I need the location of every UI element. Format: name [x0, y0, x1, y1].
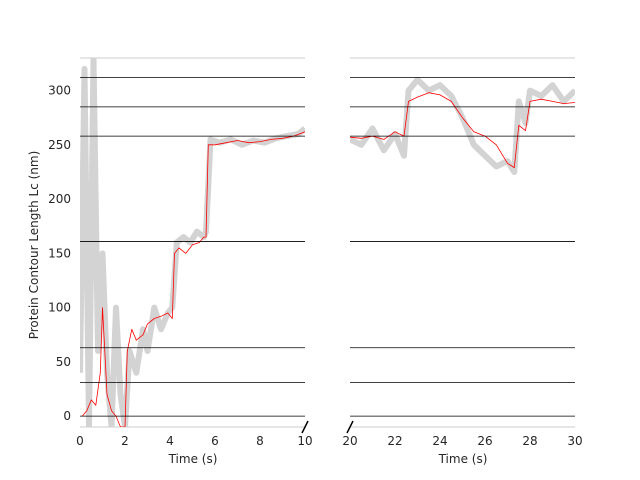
- x-tick-label: 6: [211, 434, 219, 448]
- y-tick-label: 50: [56, 355, 71, 369]
- x-tick-label: 10: [297, 434, 312, 448]
- y-tick-label: 200: [48, 192, 71, 206]
- right-panel: 20 22 24 26 28 30: [342, 57, 583, 448]
- axis-break-mark: [301, 420, 309, 434]
- plot-data: [80, 58, 305, 427]
- y-tick-label: 250: [48, 138, 71, 152]
- x-tick-label: 26: [477, 434, 492, 448]
- y-axis-label: Protein Contour Length Lc (nm): [27, 151, 41, 340]
- axis-break-marks: [301, 420, 354, 434]
- x-tick-label: 20: [342, 434, 357, 448]
- x-tick-label: 30: [567, 434, 582, 448]
- y-tick-label: 300: [48, 84, 71, 98]
- y-tick-label: 100: [48, 301, 71, 315]
- smoothed-trace: [350, 92, 575, 169]
- y-tick-label: 0: [63, 409, 71, 423]
- raw-trace: [350, 76, 575, 175]
- smoothed-trace: [81, 131, 305, 427]
- raw-trace: [80, 58, 305, 427]
- x-tick-label: 8: [256, 434, 264, 448]
- x-tick-label: 4: [166, 434, 174, 448]
- x-tick-label: 22: [387, 434, 402, 448]
- x-axis-label-right: Time (s): [438, 452, 488, 466]
- y-tick-label: 150: [48, 246, 71, 260]
- x-tick-label: 2: [121, 434, 129, 448]
- x-tick-label: 28: [522, 434, 537, 448]
- x-tick-label: 24: [432, 434, 447, 448]
- axis-break-mark: [346, 420, 354, 434]
- x-tick-label: 0: [76, 434, 84, 448]
- plot-data: [350, 76, 575, 175]
- x-axis-label-left: Time (s): [168, 452, 218, 466]
